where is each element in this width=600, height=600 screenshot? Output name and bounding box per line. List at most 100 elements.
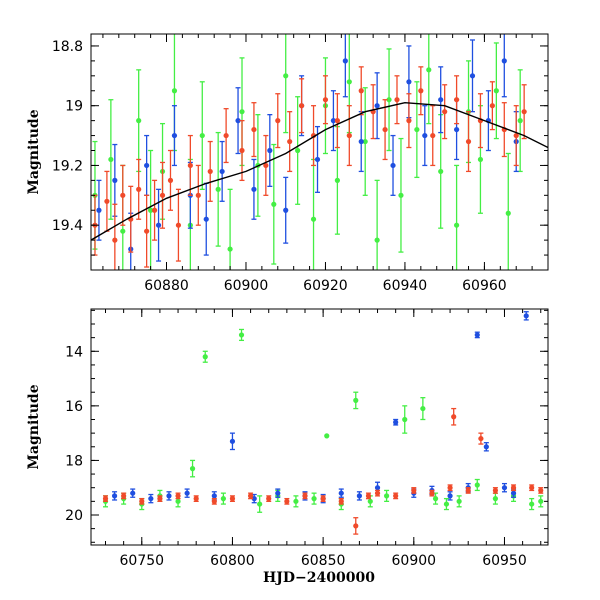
- top-green-point: [148, 207, 154, 213]
- top-green-point: [386, 97, 392, 103]
- bottom-red-point: [320, 496, 326, 502]
- top-red-point: [406, 118, 412, 124]
- top-blue-point: [390, 162, 396, 169]
- bottom-red-point: [338, 498, 344, 504]
- top-green-point: [454, 222, 460, 228]
- top-green-point: [310, 216, 317, 222]
- bottom-green-point: [420, 405, 426, 412]
- bottom-green-point: [474, 482, 480, 488]
- bottom-x-tick-label: 60750: [120, 553, 165, 569]
- top-blue-point: [112, 177, 118, 183]
- bottom-red-point: [429, 490, 435, 496]
- bottom-series-green: [102, 328, 544, 513]
- top-blue-point: [283, 207, 289, 213]
- bottom-green-point: [443, 501, 450, 507]
- bottom-red-point: [411, 487, 417, 494]
- bottom-blue-point: [447, 493, 453, 499]
- bottom-blue-point: [275, 490, 281, 496]
- top-green-point: [517, 118, 523, 124]
- top-plot-area: [91, 34, 548, 270]
- bottom-series-red: [102, 407, 544, 535]
- top-blue-point: [251, 186, 257, 192]
- bottom-blue-point: [510, 490, 517, 496]
- top-blue-point: [469, 73, 476, 79]
- bottom-blue-point: [184, 490, 190, 496]
- top-y-tick-label: 18.8: [52, 39, 83, 55]
- bottom-green-point: [189, 466, 196, 472]
- bottom-green-point: [175, 498, 181, 504]
- top-red-point: [223, 132, 229, 139]
- top-green-point: [493, 88, 499, 94]
- bottom-x-tick-label: 60950: [482, 553, 527, 569]
- bottom-green-point: [353, 397, 359, 403]
- top-panel: 60880 60900 60920 60940 6096018.81919.219.4 …: [26, 33, 549, 294]
- top-red-point: [489, 103, 495, 109]
- top-blue-point: [96, 207, 102, 213]
- top-green-point: [477, 156, 484, 163]
- top-y-tick-label: 19.4: [52, 218, 83, 234]
- bottom-green-point: [367, 498, 373, 504]
- bottom-red-point: [510, 485, 517, 491]
- bottom-red-point: [353, 523, 359, 529]
- bottom-red-point: [447, 485, 453, 491]
- bottom-red-point: [465, 487, 471, 494]
- top-green-point: [120, 228, 126, 234]
- bottom-plot-frame: [90, 308, 549, 546]
- top-blue-point: [155, 222, 162, 228]
- bottom-blue-point: [374, 485, 381, 491]
- top-green-point: [108, 156, 114, 163]
- bottom-red-point: [393, 493, 399, 499]
- bottom-blue-point: [501, 485, 508, 491]
- x-axis-title: HJD−2400000: [263, 570, 375, 586]
- top-red-point: [442, 109, 448, 115]
- top-series-blue: [96, 34, 519, 270]
- top-blue-point: [330, 118, 337, 124]
- top-blue-point: [454, 126, 460, 133]
- top-green-point: [374, 237, 380, 243]
- bottom-red-point: [529, 485, 535, 491]
- bottom-blue-point: [474, 332, 480, 338]
- top-blue-point: [358, 138, 364, 145]
- bottom-green-point: [293, 498, 299, 504]
- bottom-red-point: [157, 496, 163, 502]
- top-series-red: [92, 66, 527, 270]
- top-red-point: [251, 126, 257, 133]
- top-green-point: [414, 126, 420, 133]
- top-red-point: [207, 168, 213, 175]
- bottom-blue-point: [483, 444, 489, 450]
- bottom-red-point: [478, 435, 484, 442]
- top-blue-point: [501, 58, 507, 64]
- bottom-red-point: [266, 496, 272, 502]
- bottom-series-blue: [111, 311, 529, 504]
- bottom-ticks: 60750 60800 60850 60900 60950 14 16 18 20: [65, 309, 548, 569]
- top-red-point: [275, 118, 281, 124]
- bottom-panel: 60750 60800 60850 60900 60950 14 16 18 20 Magnit…: [26, 308, 549, 586]
- top-green-point: [136, 118, 142, 124]
- top-blue-point: [422, 132, 428, 139]
- bottom-green-point: [220, 496, 226, 502]
- top-blue-point: [267, 147, 273, 154]
- top-green-point: [199, 132, 205, 139]
- bottom-y-tick-label: 18: [65, 453, 83, 469]
- top-x-tick-label: 60900: [224, 278, 269, 294]
- top-red-point: [187, 162, 193, 169]
- top-x-tick-label: 60960: [462, 278, 507, 294]
- bottom-blue-point: [111, 493, 118, 499]
- top-red-point: [239, 147, 245, 154]
- bottom-red-point: [302, 493, 308, 499]
- top-red-point: [430, 132, 436, 139]
- bottom-x-tick-label: 60850: [301, 553, 346, 569]
- bottom-red-point: [374, 490, 381, 496]
- bottom-y-tick-label: 20: [65, 508, 83, 524]
- bottom-x-tick-label: 60800: [210, 553, 255, 569]
- top-red-point: [334, 118, 340, 124]
- top-y-axis-title: Magnitude: [26, 109, 42, 194]
- bottom-blue-point: [338, 490, 344, 496]
- bottom-y-tick-label: 16: [65, 399, 83, 415]
- top-blue-point: [171, 132, 178, 139]
- top-red-point: [465, 138, 472, 145]
- bottom-green-point: [324, 433, 330, 439]
- top-x-tick-label: 60940: [383, 278, 428, 294]
- top-red-point: [287, 138, 293, 145]
